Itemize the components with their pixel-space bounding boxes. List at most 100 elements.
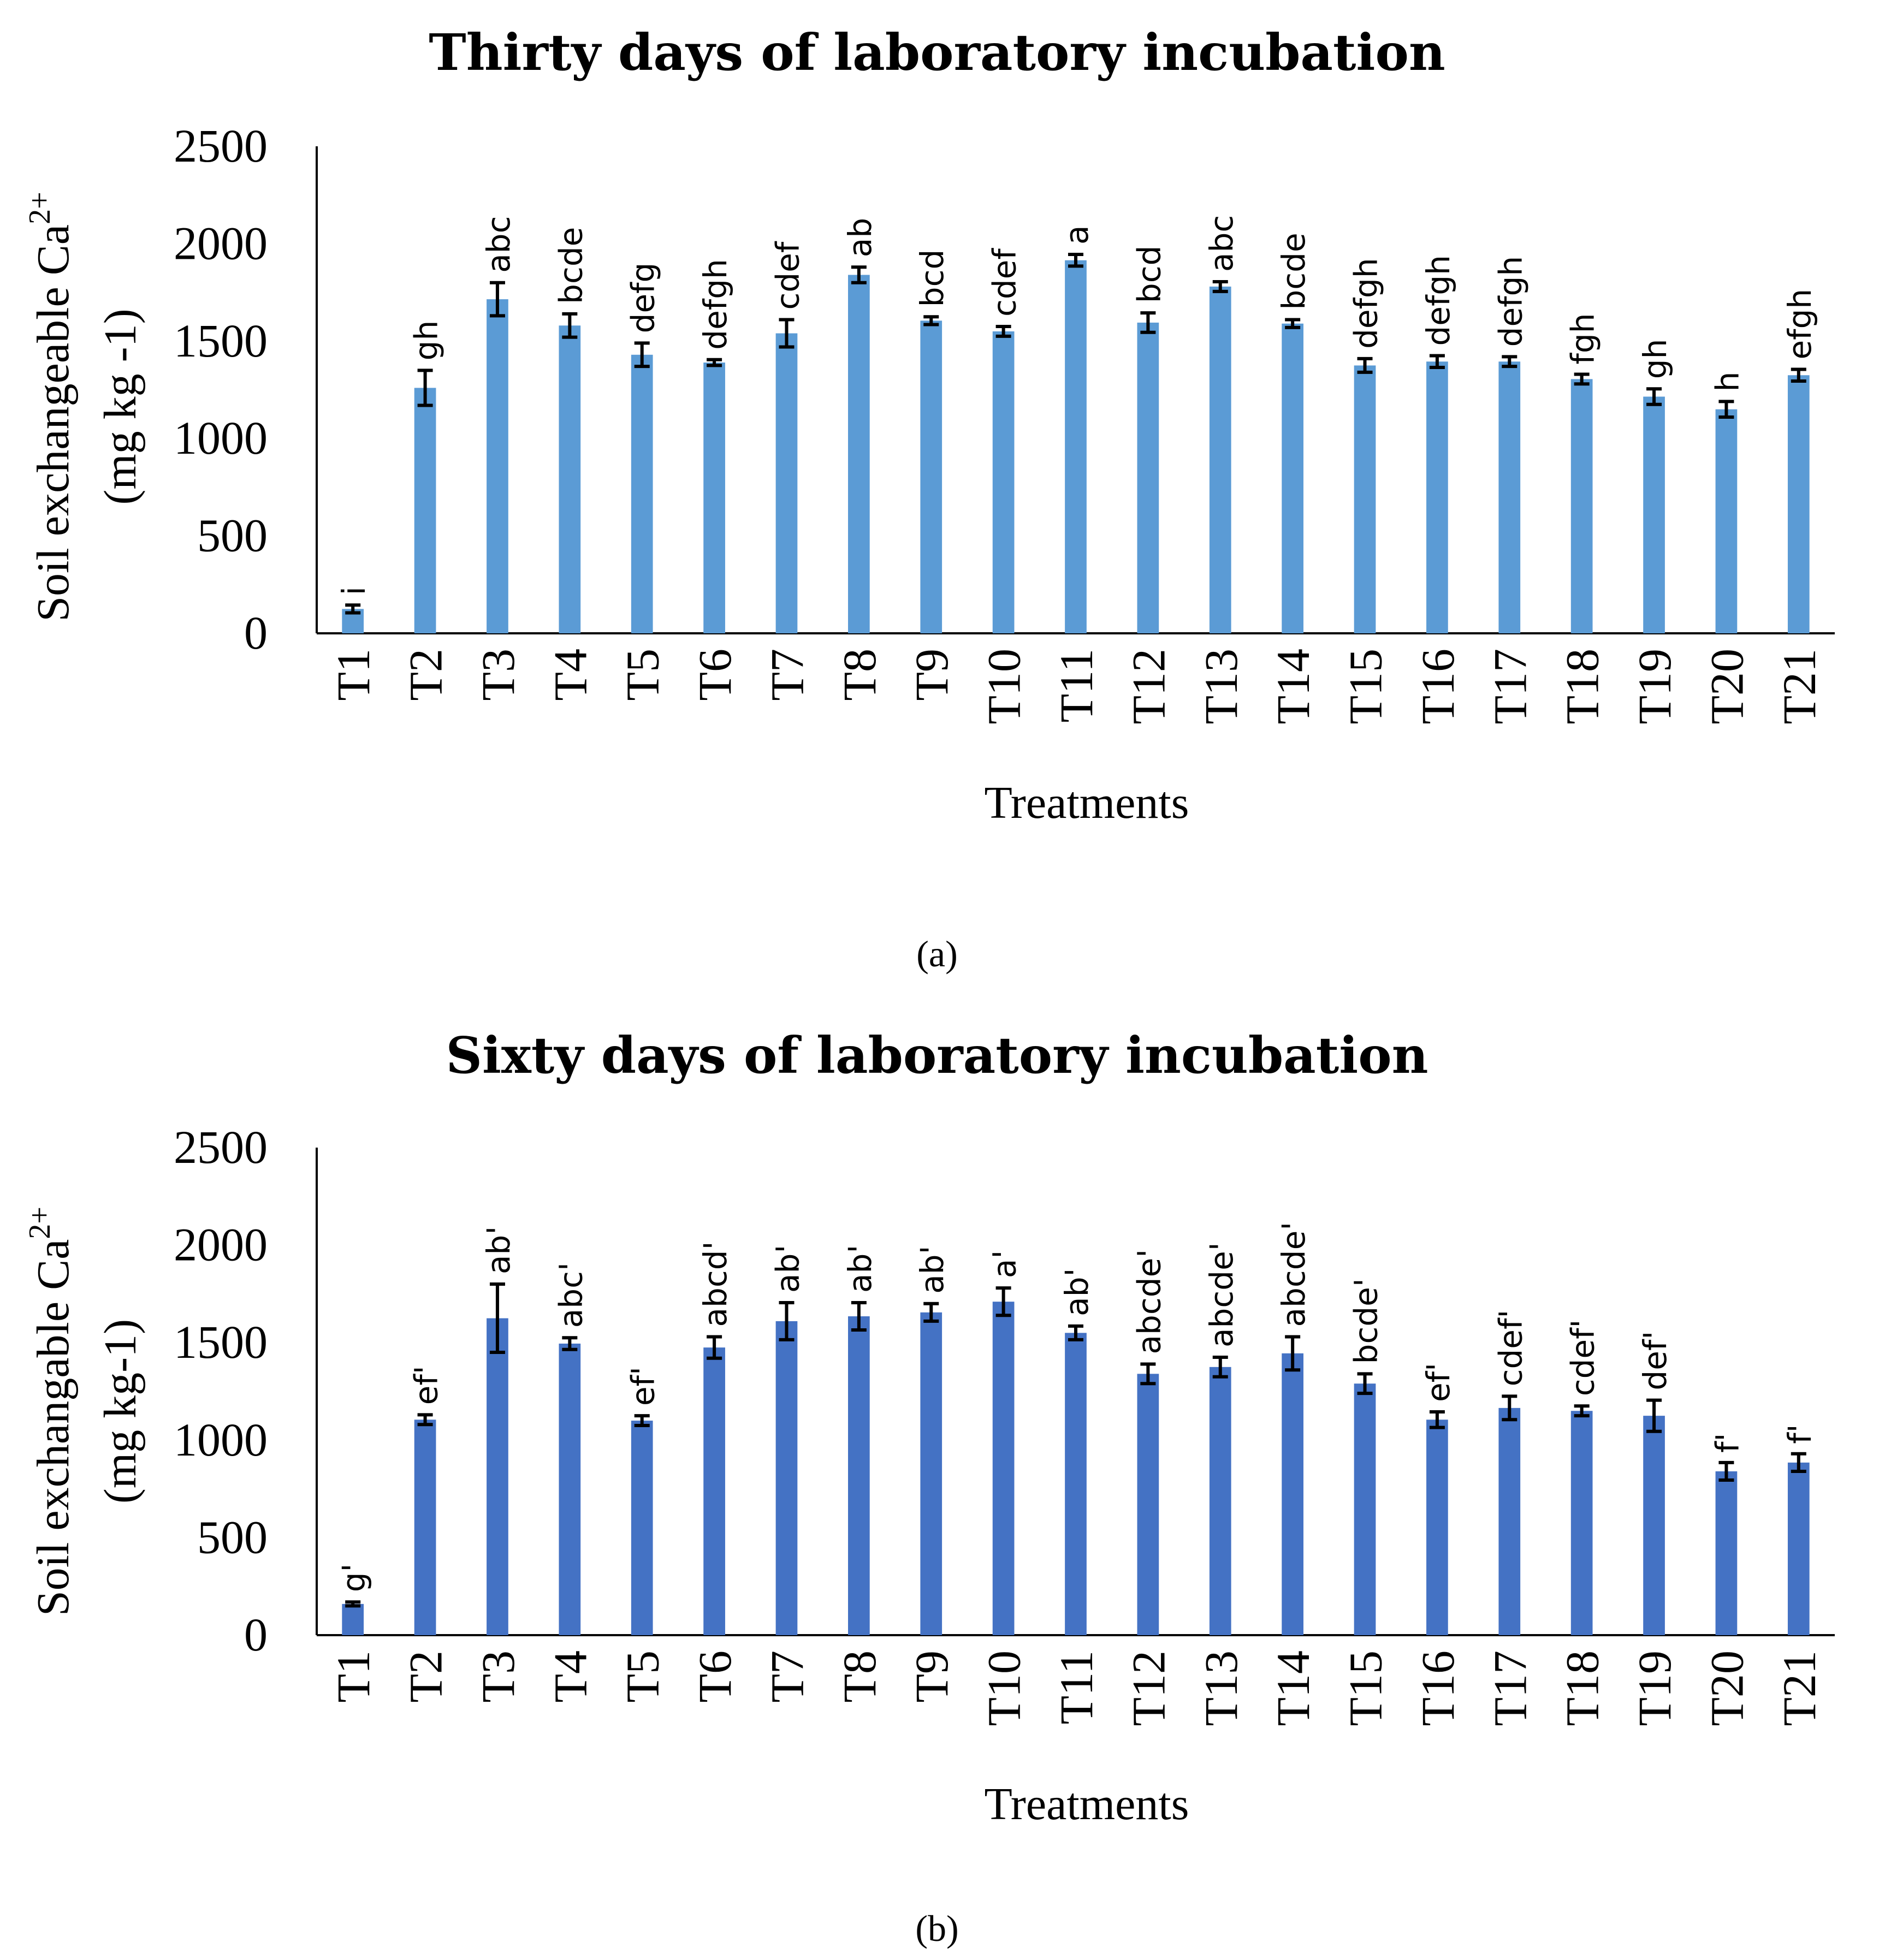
- panel-label-b: (b): [915, 1908, 958, 1949]
- bar-t1: [342, 1603, 364, 1635]
- error-bar-t17: [1502, 1394, 1518, 1422]
- error-bar-t14: [1285, 1335, 1301, 1372]
- significance-label-t20: f': [1709, 1433, 1746, 1453]
- significance-label-t1: g': [335, 1564, 372, 1593]
- error-bar-t16: [1429, 1410, 1445, 1429]
- x-tick-label-t4: T4: [544, 649, 596, 701]
- bar-t14: [1282, 1353, 1303, 1635]
- bar-t18: [1570, 1411, 1593, 1635]
- x-tick-labels: T1 T2 T3 T4 T5 T6 T7 T8 T9 T10 T11 T12 T13 T14 T15 T16 T…: [327, 1650, 1825, 1726]
- x-tick-label-t12: T12: [1122, 1650, 1175, 1726]
- error-bar-t2: [417, 369, 433, 407]
- x-tick-label-t20: T20: [1700, 649, 1753, 724]
- x-tick-label-t16: T16: [1412, 649, 1464, 724]
- significance-label-t6: defgh: [697, 259, 734, 350]
- error-bar-t14: [1285, 318, 1301, 329]
- significance-label-t16: defgh: [1420, 255, 1457, 346]
- x-tick-label-t9: T9: [905, 649, 958, 701]
- error-bar-t13: [1212, 1355, 1228, 1379]
- y-tick-label: 500: [197, 1511, 268, 1563]
- error-bar-t16: [1429, 354, 1445, 369]
- bar-t14: [1282, 323, 1303, 633]
- bar-t6: [703, 363, 725, 633]
- x-tick-label-t4: T4: [544, 1650, 596, 1703]
- significance-label-t13: abcde': [1203, 1242, 1240, 1347]
- error-bar-t12: [1140, 1362, 1156, 1386]
- bar-t10: [992, 1302, 1015, 1635]
- x-tick-label-t3: T3: [472, 1650, 524, 1703]
- significance-label-t5: defg: [625, 263, 662, 334]
- error-bar-t5: [634, 341, 650, 369]
- bar-t8: [848, 275, 870, 633]
- x-tick-label-t6: T6: [689, 649, 741, 701]
- x-tick-label-t8: T8: [833, 1650, 886, 1703]
- error-bar-t9: [923, 1302, 939, 1323]
- bar-t4: [559, 325, 581, 633]
- x-tick-label-t13: T13: [1195, 1650, 1247, 1726]
- bar-series: [342, 260, 1810, 633]
- error-bar-t20: [1718, 400, 1734, 419]
- error-bar-t6: [707, 1335, 722, 1360]
- error-bar-t18: [1574, 1404, 1590, 1418]
- error-bar-t12: [1140, 311, 1156, 334]
- bar-t10: [992, 331, 1015, 633]
- x-tick-label-t1: T1: [327, 649, 380, 701]
- bar-t19: [1643, 396, 1665, 633]
- bar-t2: [414, 388, 436, 633]
- significance-labels: g' ef' ab' abc' ef' abcd' ab' ab' ab' a' ab' abcde'…: [335, 1222, 1818, 1592]
- error-bar-t15: [1357, 357, 1373, 374]
- bar-t7: [775, 1321, 798, 1635]
- x-tick-label-t7: T7: [761, 649, 813, 701]
- bar-t5: [631, 354, 653, 633]
- x-tick-label-t12: T12: [1122, 649, 1175, 724]
- bar-t3: [487, 299, 508, 633]
- significance-label-t8: ab: [841, 218, 879, 257]
- x-tick-label-t5: T5: [617, 1650, 669, 1703]
- x-tick-label-t21: T21: [1773, 649, 1825, 724]
- x-tick-label-t17: T17: [1484, 649, 1536, 724]
- error-bar-t8: [851, 1300, 867, 1332]
- significance-label-t9: bcd: [914, 250, 951, 307]
- error-bar-t17: [1502, 355, 1518, 369]
- y-tick-label: 500: [197, 509, 268, 562]
- bar-t2: [414, 1419, 436, 1635]
- significance-label-t16: ef': [1420, 1363, 1457, 1402]
- bar-t11: [1065, 1333, 1087, 1635]
- significance-label-t10: a': [986, 1250, 1023, 1279]
- y-axis-label-line1: Soil exchangeable Ca2+: [23, 192, 79, 621]
- significance-label-t19: def': [1637, 1331, 1674, 1391]
- x-tick-label-t7: T7: [761, 1650, 813, 1703]
- x-tick-label-t10: T10: [978, 649, 1030, 724]
- y-tick-label: 0: [244, 607, 268, 659]
- significance-label-t15: defgh: [1348, 258, 1385, 349]
- significance-label-t2: gh: [408, 320, 445, 361]
- error-bar-t2: [417, 1413, 433, 1427]
- bar-t15: [1354, 1383, 1376, 1635]
- x-tick-label-t13: T13: [1195, 649, 1247, 724]
- y-tick-label: 0: [244, 1608, 268, 1661]
- x-tick-label-t3: T3: [472, 649, 524, 701]
- significance-label-t18: cdef': [1564, 1320, 1602, 1397]
- error-bar-t18: [1574, 372, 1590, 386]
- x-tick-label-t20: T20: [1700, 1650, 1753, 1726]
- x-tick-label-t19: T19: [1628, 649, 1681, 724]
- error-bar-t5: [634, 1414, 650, 1428]
- significance-label-t10: cdef: [986, 248, 1023, 317]
- bar-t4: [559, 1343, 581, 1635]
- bar-t12: [1137, 322, 1159, 633]
- error-bar-t6: [707, 358, 722, 367]
- x-tick-label-t15: T15: [1339, 649, 1392, 724]
- error-bars: [345, 1282, 1806, 1608]
- error-bar-t10: [995, 325, 1011, 338]
- significance-label-t17: cdef': [1492, 1310, 1529, 1387]
- x-tick-label-t11: T11: [1050, 649, 1102, 722]
- significance-label-t17: defgh: [1492, 256, 1529, 347]
- y-tick-label: 1500: [174, 314, 268, 367]
- bar-t11: [1065, 260, 1087, 633]
- x-tick-label-t14: T14: [1267, 1650, 1319, 1726]
- significance-label-t11: a: [1058, 225, 1095, 245]
- bar-t7: [775, 333, 798, 633]
- bar-t20: [1715, 409, 1738, 633]
- error-bar-t7: [779, 1300, 795, 1341]
